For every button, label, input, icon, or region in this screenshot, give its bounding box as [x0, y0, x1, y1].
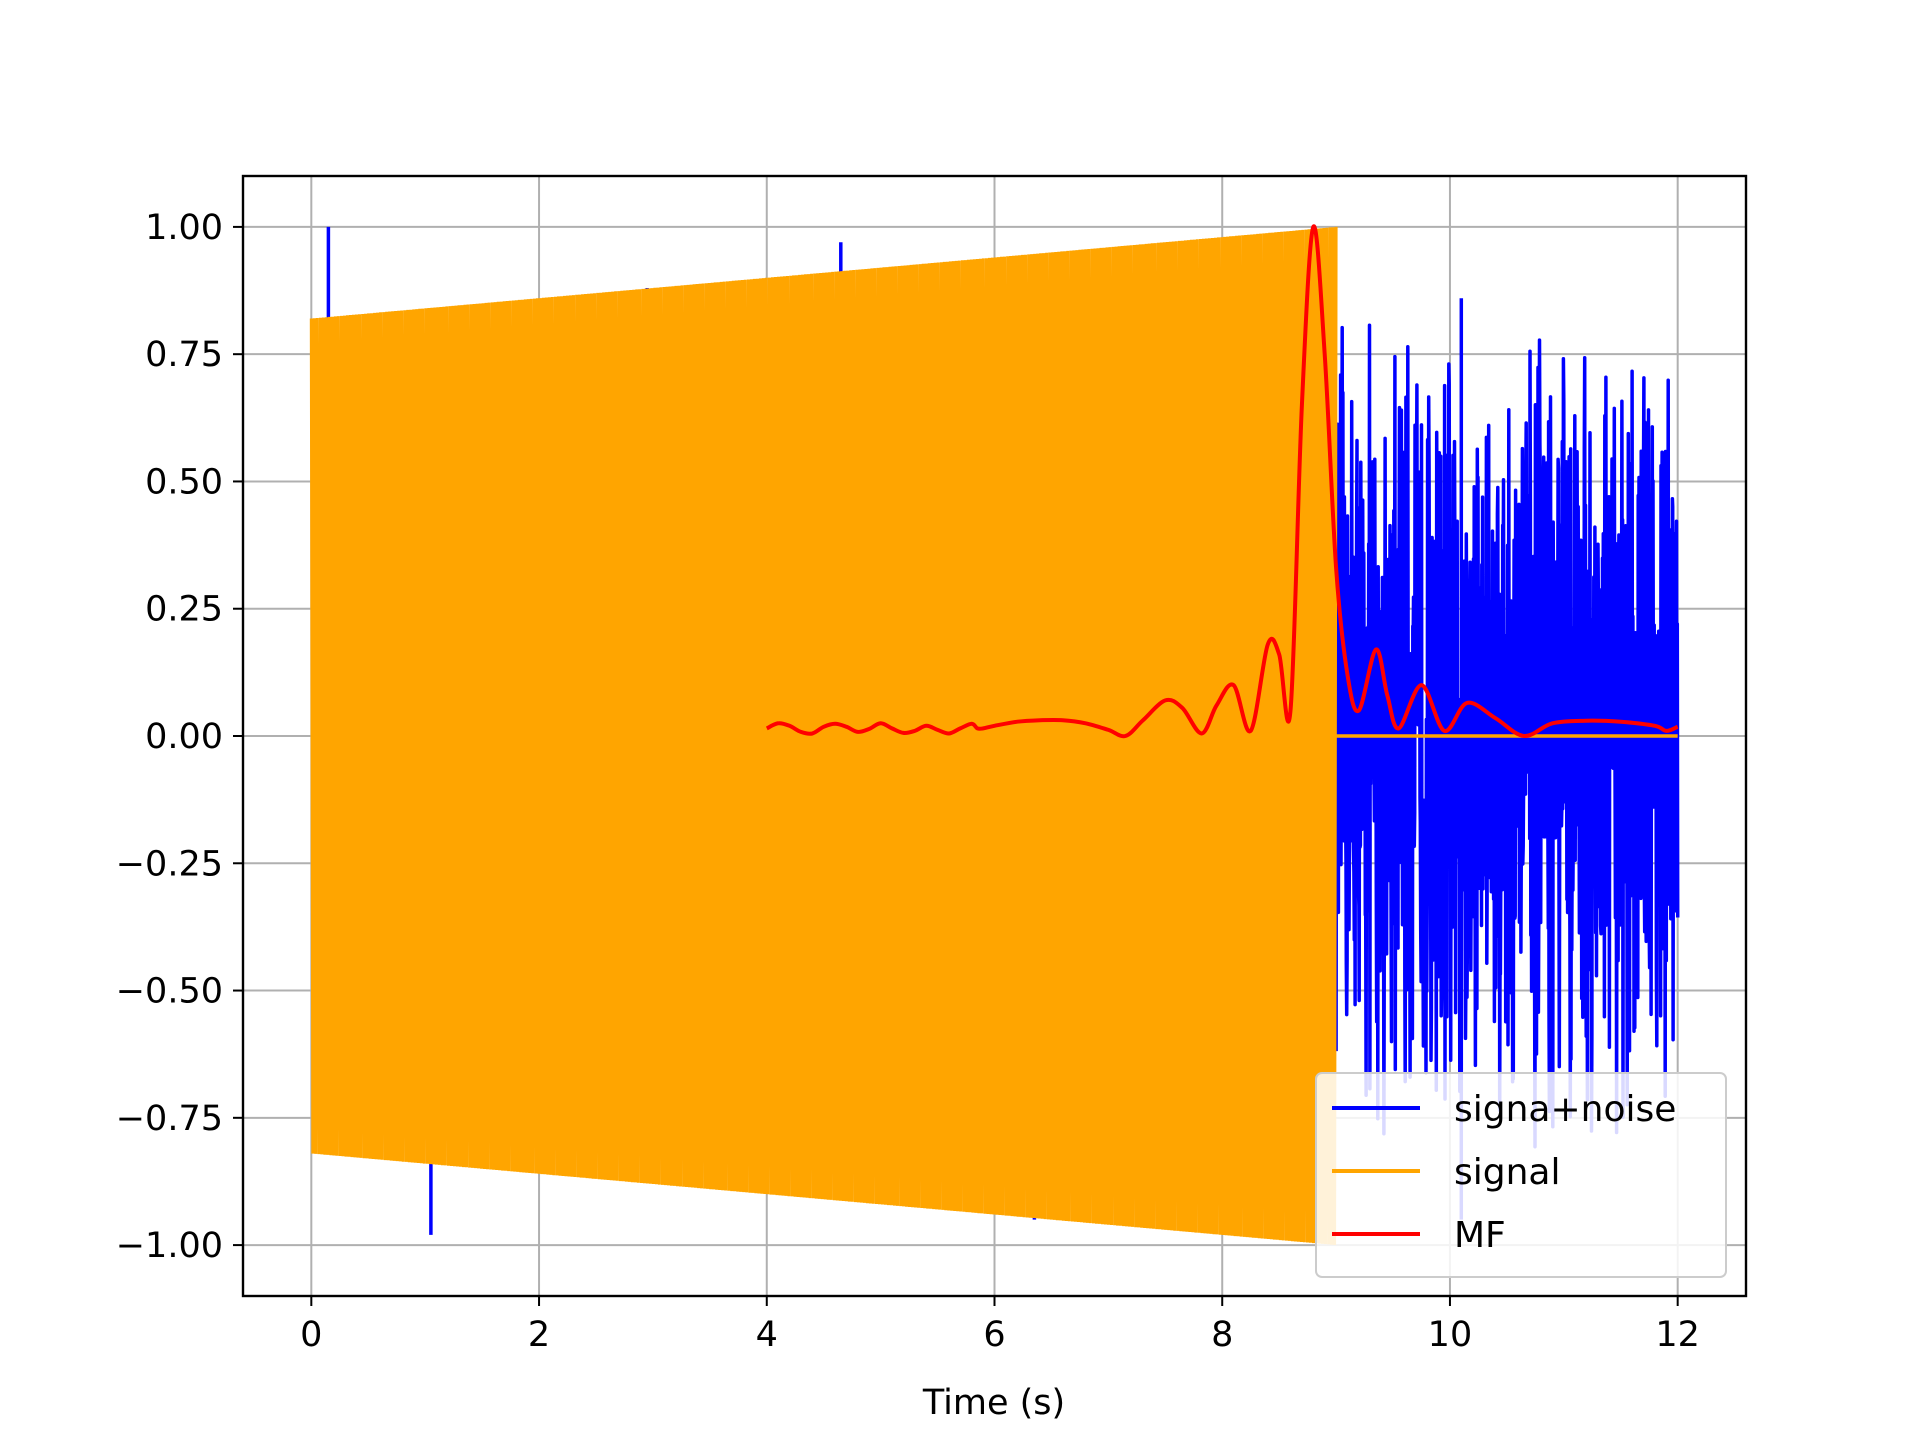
legend-label-signal-noise: signa+noise: [1454, 1089, 1676, 1130]
y-tick-label: 1.00: [145, 208, 223, 248]
y-tick-label: −0.75: [116, 1099, 223, 1139]
x-tick-label: 4: [756, 1315, 778, 1355]
legend-label-mf: MF: [1454, 1215, 1506, 1256]
x-axis-label: Time (s): [922, 1383, 1065, 1423]
x-tick-label: 12: [1655, 1315, 1700, 1355]
y-tick-label: −1.00: [116, 1226, 223, 1266]
y-tick-label: −0.25: [116, 844, 223, 884]
series-signal: [309, 226, 1678, 1246]
x-tick-label: 10: [1428, 1315, 1473, 1355]
y-tick-label: 0.50: [145, 462, 223, 502]
x-axis: 0 2 4 6 8 10 12: [300, 1296, 1700, 1355]
y-tick-label: 0.75: [145, 335, 223, 375]
legend-label-signal: signal: [1454, 1152, 1561, 1193]
legend-frame: [1315, 1072, 1727, 1278]
y-tick-label: −0.50: [116, 972, 223, 1012]
x-tick-label: 6: [983, 1315, 1005, 1355]
plot-area: [309, 224, 1680, 1246]
legend: signa+noise signal MF: [1315, 1072, 1727, 1278]
x-tick-label: 8: [1211, 1315, 1233, 1355]
series-mf: [765, 224, 1679, 739]
y-tick-label: 0.25: [145, 590, 223, 630]
x-tick-label: 0: [300, 1315, 322, 1355]
x-tick-label: 2: [528, 1315, 550, 1355]
y-tick-label: 0.00: [145, 717, 223, 757]
line-signal: [309, 226, 1338, 1246]
y-axis: 1.00 0.75 0.50 0.25 0.00 −0.25 −0.50 −0.75 −1.00: [116, 208, 243, 1266]
line-mf: [765, 224, 1679, 739]
